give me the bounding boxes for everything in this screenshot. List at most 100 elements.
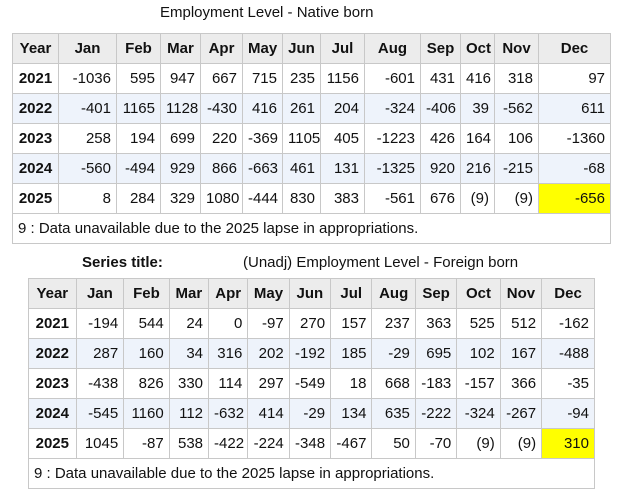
value-cell: 8 [58, 183, 117, 214]
column-header: Jul [330, 278, 373, 309]
value-cell: -1325 [364, 153, 421, 184]
year-cell: 2025 [12, 183, 59, 214]
value-cell: 164 [460, 123, 495, 154]
column-header: Mar [168, 278, 210, 309]
value-cell: -222 [414, 398, 458, 429]
value-cell: 414 [247, 398, 290, 429]
table-row: 2023 258 194 699 220 -369 1105 405 -1223 426 164 10… [12, 123, 611, 154]
value-cell: -494 [116, 153, 161, 184]
footnote-row: 9 : Data unavailable due to the 2025 lap… [12, 213, 611, 244]
value-cell: -1036 [58, 63, 117, 94]
value-cell: 297 [247, 368, 290, 399]
value-cell: -192 [288, 338, 332, 369]
value-cell: 1105 [282, 123, 321, 154]
value-cell: 316 [208, 338, 249, 369]
value-cell: 1128 [160, 93, 201, 124]
value-cell: 416 [460, 63, 495, 94]
value-cell: 830 [282, 183, 321, 214]
value-cell: 330 [168, 368, 210, 399]
value-cell: 1080 [200, 183, 243, 214]
value-cell: 270 [288, 308, 332, 339]
value-cell: 512 [499, 308, 543, 339]
value-cell: -561 [364, 183, 421, 214]
value-cell: 24 [168, 308, 210, 339]
value-cell: 461 [282, 153, 321, 184]
value-cell: -430 [200, 93, 243, 124]
table-title: Employment Level - Native born [160, 4, 374, 21]
value-cell: -162 [541, 308, 595, 339]
column-header: Sep [420, 33, 461, 64]
value-cell: 1156 [320, 63, 365, 94]
value-cell: 366 [499, 368, 543, 399]
table-row: 2021 -1036 595 947 667 715 235 1156 -601 431 416 31… [12, 63, 611, 94]
value-cell: -29 [288, 398, 332, 429]
value-cell: -94 [541, 398, 595, 429]
column-header: Year [12, 33, 59, 64]
value-cell: (9) [494, 183, 539, 214]
footnote-row: 9 : Data unavailable due to the 2025 lap… [28, 458, 595, 489]
table-title: (Unadj) Employment Level - Foreign born [243, 254, 519, 271]
value-cell: -560 [58, 153, 117, 184]
value-cell: 194 [116, 123, 161, 154]
column-header: May [247, 278, 290, 309]
value-cell: -562 [494, 93, 539, 124]
column-header: Oct [460, 33, 495, 64]
value-cell: 329 [160, 183, 201, 214]
value-cell: -29 [371, 338, 416, 369]
value-cell: -438 [75, 368, 125, 399]
column-header: Nov [494, 33, 539, 64]
data-table: Year Jan Feb Mar Apr May Jun Jul Aug Sep Oct Nov Dec… [12, 33, 611, 244]
header-row: Year Jan Feb Mar Apr May Jun Jul Aug Sep Oct Nov Dec [28, 278, 595, 309]
value-cell: -549 [288, 368, 332, 399]
column-header: Jan [75, 278, 125, 309]
value-cell: 611 [538, 93, 611, 124]
table-row: 2022 -401 1165 1128 -430 416 261 204 -324 -406 39-… [12, 93, 611, 124]
value-cell: 235 [282, 63, 321, 94]
table-row: 2025 8 284 329 1080 -444 830 383 -561 676 (9) (9) -6… [12, 183, 611, 214]
value-cell: 699 [160, 123, 201, 154]
value-cell: -663 [242, 153, 283, 184]
value-cell: -157 [456, 368, 501, 399]
value-cell: 1165 [116, 93, 161, 124]
column-header: Apr [208, 278, 249, 309]
value-cell: 318 [494, 63, 539, 94]
value-cell: 929 [160, 153, 201, 184]
value-cell: 715 [242, 63, 283, 94]
column-header: Jun [288, 278, 332, 309]
value-cell: 261 [282, 93, 321, 124]
value-cell: 167 [499, 338, 543, 369]
year-cell: 2022 [12, 93, 59, 124]
header-row: Year Jan Feb Mar Apr May Jun Jul Aug Sep Oct Nov Dec [12, 33, 611, 64]
value-cell: 237 [371, 308, 416, 339]
column-header: Aug [371, 278, 416, 309]
year-cell: 2023 [28, 368, 77, 399]
column-header: Dec [538, 33, 611, 64]
value-cell: 114 [208, 368, 249, 399]
footnote: 9 : Data unavailable due to the 2025 lap… [12, 213, 611, 244]
value-cell: 157 [330, 308, 373, 339]
column-header: Dec [541, 278, 595, 309]
value-cell: -401 [58, 93, 117, 124]
value-cell: 538 [168, 428, 210, 459]
value-cell: 695 [414, 338, 458, 369]
value-cell: -601 [364, 63, 421, 94]
column-header: Oct [456, 278, 501, 309]
column-header: May [242, 33, 283, 64]
value-cell: 947 [160, 63, 201, 94]
value-cell: 363 [414, 308, 458, 339]
value-cell: -444 [242, 183, 283, 214]
value-cell: 39 [460, 93, 495, 124]
value-cell: 405 [320, 123, 365, 154]
value-cell: 668 [371, 368, 416, 399]
column-header: Year [28, 278, 77, 309]
value-cell: 431 [420, 63, 461, 94]
value-cell: -87 [123, 428, 170, 459]
value-cell: 258 [58, 123, 117, 154]
value-cell: 1160 [123, 398, 170, 429]
value-cell: 112 [168, 398, 210, 429]
value-cell: 102 [456, 338, 501, 369]
value-cell: -267 [499, 398, 543, 429]
value-cell: -369 [242, 123, 283, 154]
value-cell: -545 [75, 398, 125, 429]
